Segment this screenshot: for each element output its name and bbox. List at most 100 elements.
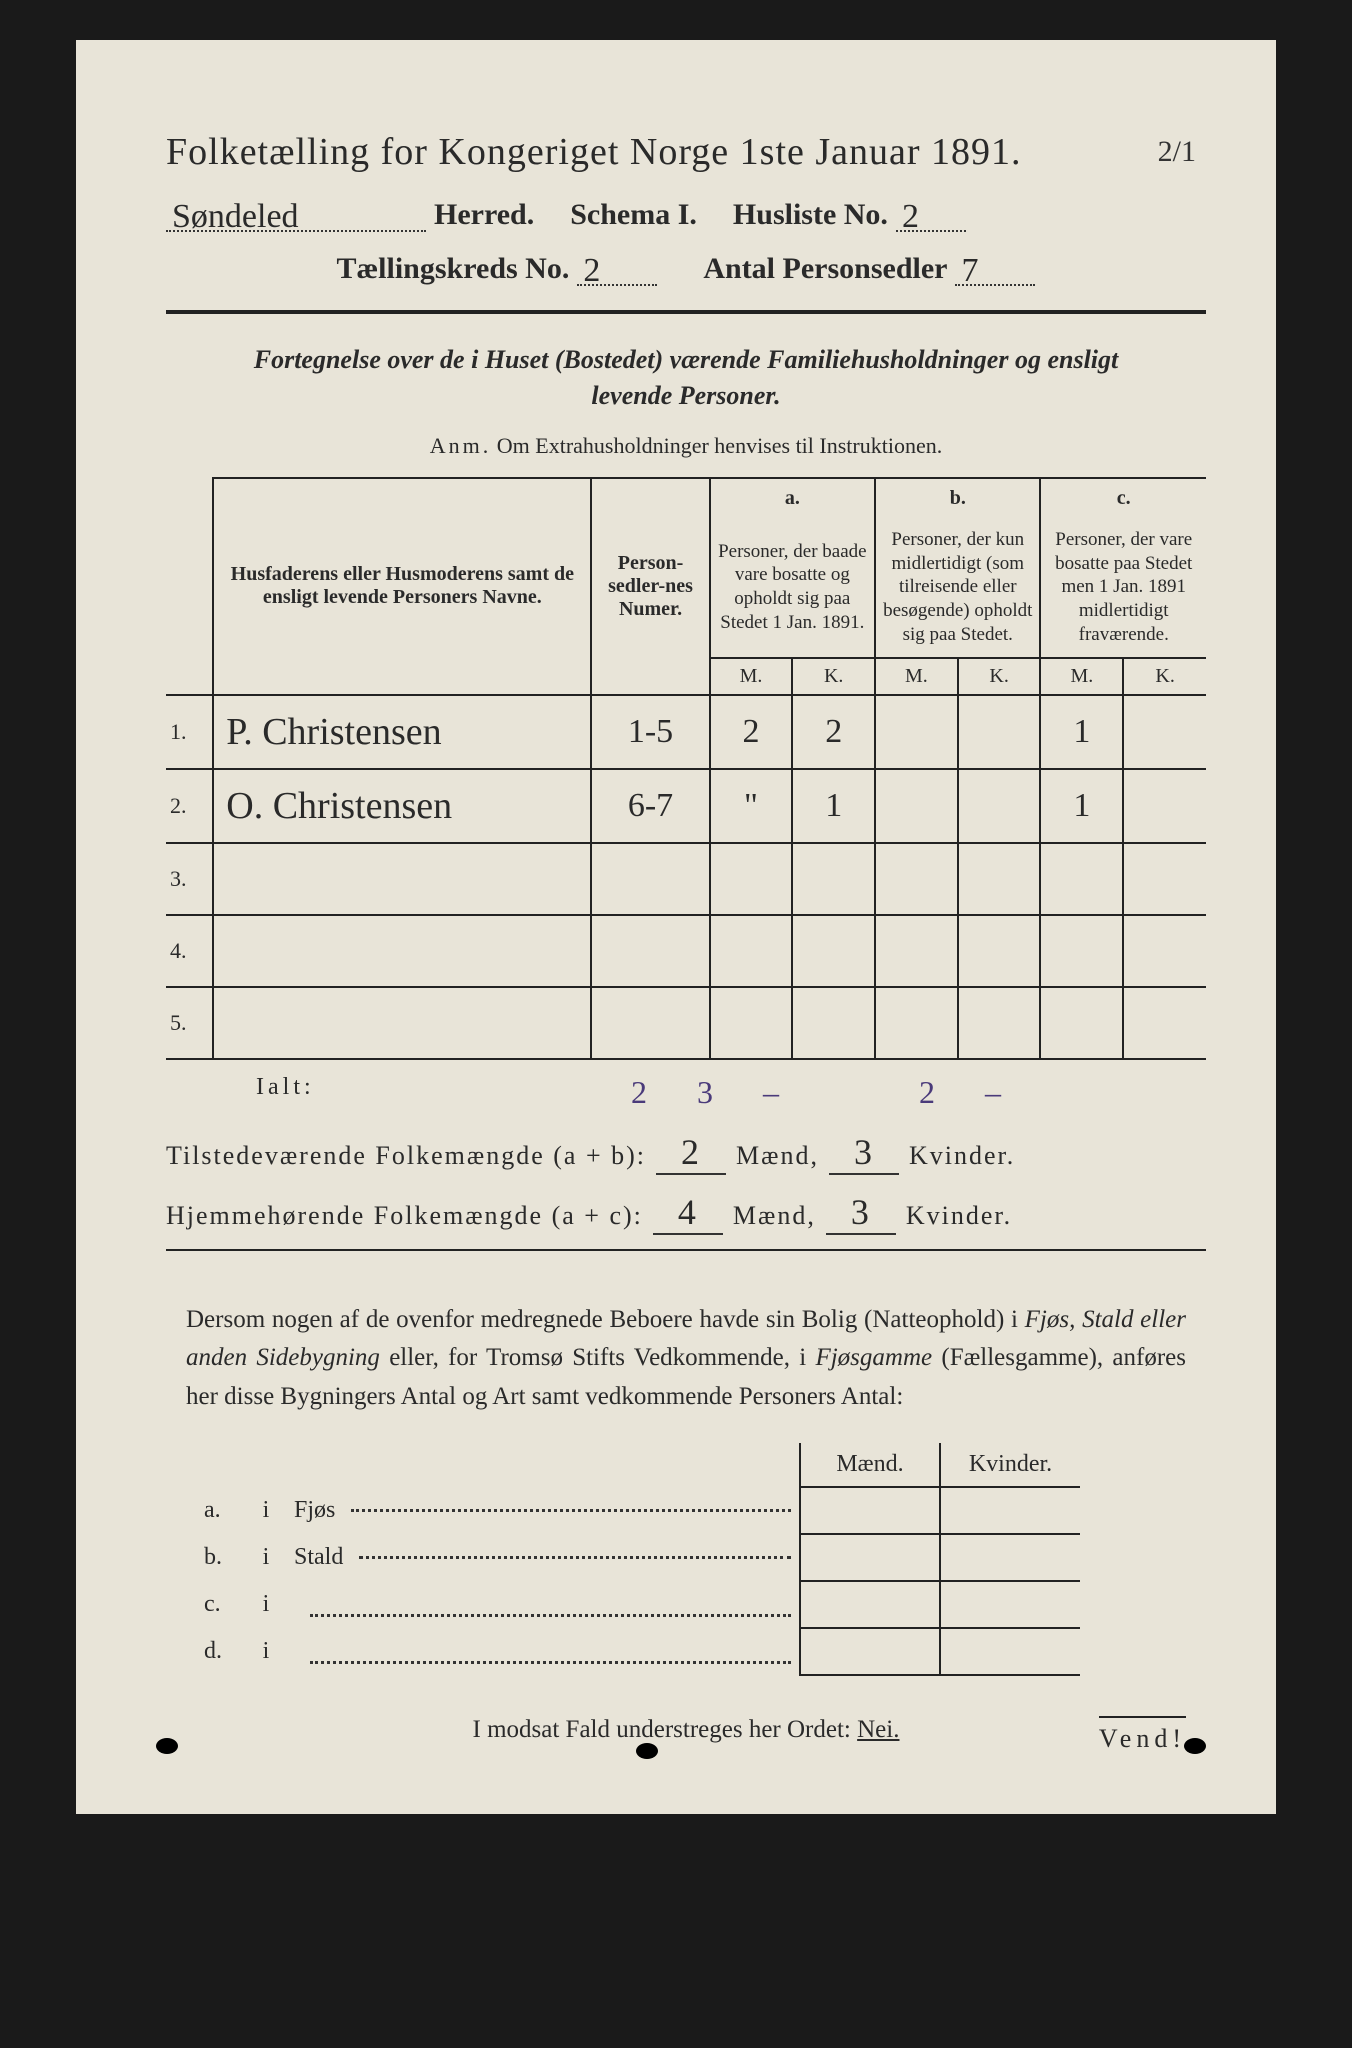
bolig-m [800,1534,940,1581]
bolig-table: Mænd. Kvinder. a. i Fjøs b. i Stald c. i… [196,1443,1080,1676]
schema-label: Schema I. [570,198,697,232]
col-b-m: M. [875,658,958,695]
group-b-desc: Personer, der kun midlertidigt (som tilr… [875,518,1040,658]
bolig-k [940,1581,1080,1628]
row-num: 4. [166,915,213,987]
bolig-i: i [246,1581,286,1628]
kvinder-label: Kvinder. [906,1201,1012,1231]
row-bK [958,843,1041,915]
bolig-m [800,1628,940,1675]
row-bM [875,987,958,1059]
col-a-k: K. [792,658,875,695]
row-name: O. Christensen [213,769,591,843]
ialt-label: Ialt: [166,1074,581,1111]
row-aK [792,843,875,915]
hjem-k: 3 [826,1191,896,1235]
kreds-label: Tællingskreds No. [337,252,570,286]
group-a-desc: Personer, der baade vare bosatte og opho… [710,518,875,658]
row-cM [1040,987,1123,1059]
kreds-value: 2 [583,252,600,289]
bolig-i: i [246,1487,286,1534]
bolig-k [940,1628,1080,1675]
antal-label: Antal Personsedler [703,252,947,286]
row-aM [710,987,793,1059]
antal-value: 7 [961,252,978,289]
row-bK [958,695,1041,769]
divider [166,1249,1206,1251]
row-cK [1123,695,1206,769]
row-aM: " [710,769,793,843]
row-sedler [591,987,709,1059]
row-aM [710,915,793,987]
husliste-value: 2 [902,198,919,235]
row-aK: 1 [792,769,875,843]
table-row: 4. [166,915,1206,987]
maend-label: Mænd, [733,1201,816,1231]
row-cK [1123,769,1206,843]
row-name [213,987,591,1059]
bolig-maend-header: Mænd. [800,1443,940,1487]
household-table: Husfaderens eller Husmoderens samt de en… [166,477,1206,1060]
bolig-row: a. i Fjøs [196,1487,1080,1534]
row-cK [1123,915,1206,987]
hjem-label: Hjemmehørende Folkemængde (a + c): [166,1201,643,1231]
row-name [213,915,591,987]
modsat-nei: Nei. [857,1716,899,1743]
anm-text: Om Extrahusholdninger henvises til Instr… [497,433,942,458]
page-title: Folketælling for Kongeriget Norge 1ste J… [166,130,1206,174]
bolig-code: d. [196,1628,246,1675]
ialt-cK: – [985,1074,1001,1111]
tilst-m: 2 [656,1131,726,1175]
row-bM [875,843,958,915]
fortegnelse-text: Fortegnelse over de i Huset (Bostedet) v… [254,345,1119,410]
tilst-k: 3 [829,1131,899,1175]
row-sedler [591,915,709,987]
row-bM [875,695,958,769]
col-sedler-header: Person-sedler-nes Numer. [591,478,709,695]
bolig-row: d. i [196,1628,1080,1675]
col-c-k: K. [1123,658,1206,695]
row-bM [875,769,958,843]
row-num: 2. [166,769,213,843]
row-cM: 1 [1040,695,1123,769]
hjemmehorende-line: Hjemmehørende Folkemængde (a + c): 4 Mæn… [166,1187,1206,1231]
bolig-label: Fjøs [294,1497,335,1524]
bolig-i: i [246,1534,286,1581]
row-aK [792,987,875,1059]
bolig-label: Stald [294,1544,343,1571]
row-sedler: 1-5 [591,695,709,769]
row-aM: 2 [710,695,793,769]
herred-line: Søndeled Herred. Schema I. Husliste No. … [166,192,1206,232]
col-a-m: M. [710,658,793,695]
maend-label: Mænd, [736,1141,819,1171]
herred-label: Herred. [434,198,534,232]
kreds-line: Tællingskreds No. 2 Antal Personsedler 7 [166,246,1206,286]
vend-label: Vend! [1099,1716,1186,1754]
bolig-m [800,1581,940,1628]
bolig-i: i [246,1628,286,1675]
row-name [213,843,591,915]
modsat-line: I modsat Fald understreges her Ordet: Ne… [166,1716,1206,1744]
bolig-code: c. [196,1581,246,1628]
row-sedler: 6-7 [591,769,709,843]
anm-lead: Anm. [430,433,492,458]
top-annotation: 2/1 [1158,135,1196,169]
ialt-aK: 3 [697,1074,713,1111]
kvinder-label: Kvinder. [909,1141,1015,1171]
table-row: 2. O. Christensen 6-7 " 1 1 [166,769,1206,843]
dersom-t1: Dersom nogen af de ovenfor medregnede Be… [186,1306,1025,1333]
divider [166,310,1206,314]
row-cM: 1 [1040,769,1123,843]
group-c-desc: Personer, der vare bosatte paa Stedet me… [1040,518,1206,658]
dark-spot-icon [636,1743,658,1759]
dersom-t2: eller, for Tromsø Stifts Vedkommende, i [380,1344,816,1371]
row-aM [710,843,793,915]
bolig-k [940,1534,1080,1581]
row-name: P. Christensen [213,695,591,769]
table-row: 5. [166,987,1206,1059]
hjem-m: 4 [653,1191,723,1235]
row-num: 5. [166,987,213,1059]
dersom-it2: Fjøsgamme [815,1344,932,1371]
bolig-code: a. [196,1487,246,1534]
fortegnelse-heading: Fortegnelse over de i Huset (Bostedet) v… [246,342,1126,415]
